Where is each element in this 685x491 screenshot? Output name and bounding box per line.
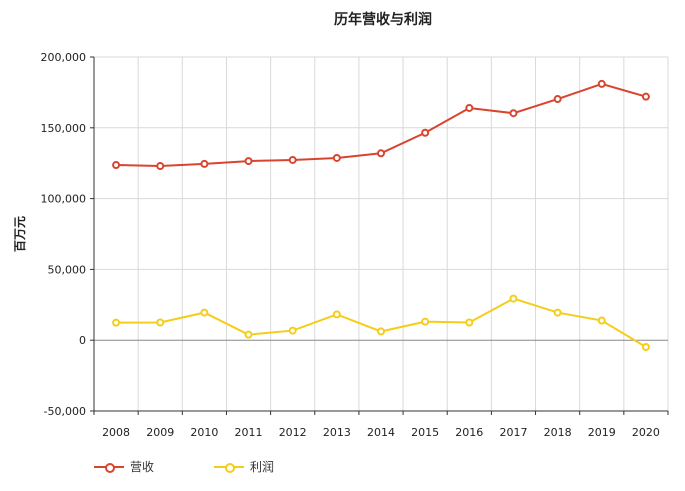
- data-point[interactable]: [553, 95, 562, 104]
- series-lines: [112, 79, 650, 351]
- axes: [90, 56, 669, 415]
- data-point[interactable]: [641, 342, 650, 351]
- data-point[interactable]: [465, 103, 474, 112]
- y-axis-label: 百万元: [13, 216, 27, 252]
- data-point[interactable]: [377, 149, 385, 158]
- data-point[interactable]: [200, 308, 209, 317]
- data-point[interactable]: [377, 327, 385, 336]
- data-point[interactable]: [332, 310, 341, 319]
- data-point[interactable]: [288, 326, 297, 335]
- x-tick-label: 2020: [632, 426, 660, 439]
- y-tick-label: 200,000: [41, 51, 87, 64]
- data-point[interactable]: [288, 155, 297, 164]
- legend-label-revenue: 营收: [130, 460, 155, 474]
- legend-item-profit[interactable]: 利润: [214, 458, 274, 475]
- data-point[interactable]: [156, 162, 165, 171]
- x-tick-label: 2019: [588, 426, 616, 439]
- data-point[interactable]: [244, 157, 253, 166]
- y-tick-label: -50,000: [44, 405, 86, 418]
- x-tick-label: 2011: [235, 426, 263, 439]
- legend: 营收 利润: [94, 458, 274, 475]
- data-point[interactable]: [112, 318, 121, 327]
- data-point[interactable]: [421, 317, 430, 326]
- y-tick-label: 150,000: [41, 122, 87, 135]
- data-point[interactable]: [641, 92, 650, 101]
- data-point[interactable]: [112, 161, 121, 170]
- data-point[interactable]: [244, 330, 253, 339]
- legend-swatch-revenue: [94, 462, 124, 473]
- grid-lines: [94, 56, 669, 412]
- x-tick-label: 2016: [455, 426, 483, 439]
- x-tick-label: 2009: [146, 426, 174, 439]
- legend-swatch-profit: [214, 462, 245, 473]
- x-tick-label: 2017: [499, 426, 527, 439]
- legend-label-profit: 利润: [250, 460, 275, 474]
- x-tick-label: 2015: [411, 426, 439, 439]
- x-tick-label: 2012: [279, 426, 307, 439]
- data-point[interactable]: [597, 79, 606, 88]
- legend-item-revenue[interactable]: 营收: [94, 458, 154, 475]
- data-point[interactable]: [421, 128, 430, 137]
- data-point[interactable]: [465, 318, 474, 327]
- x-tick-label: 2018: [544, 426, 572, 439]
- data-point[interactable]: [509, 294, 518, 303]
- x-tick-label: 2013: [323, 426, 351, 439]
- x-tick-label: 2008: [102, 426, 130, 439]
- data-point[interactable]: [553, 308, 562, 317]
- data-point[interactable]: [156, 318, 165, 327]
- data-point[interactable]: [509, 109, 518, 118]
- x-tick-label: 2014: [367, 426, 395, 439]
- data-point[interactable]: [200, 159, 209, 168]
- chart-title: 历年营收与利润: [334, 11, 432, 28]
- x-tick-label: 2010: [190, 426, 218, 439]
- data-point[interactable]: [597, 316, 606, 325]
- y-tick-label: 50,000: [48, 263, 87, 276]
- tick-labels: -50,000 0 50,000 100,000 150,000 200,000 2008 2…: [41, 51, 660, 439]
- data-point[interactable]: [332, 153, 341, 162]
- y-tick-label: 100,000: [41, 193, 87, 206]
- y-tick-label: 0: [79, 334, 86, 347]
